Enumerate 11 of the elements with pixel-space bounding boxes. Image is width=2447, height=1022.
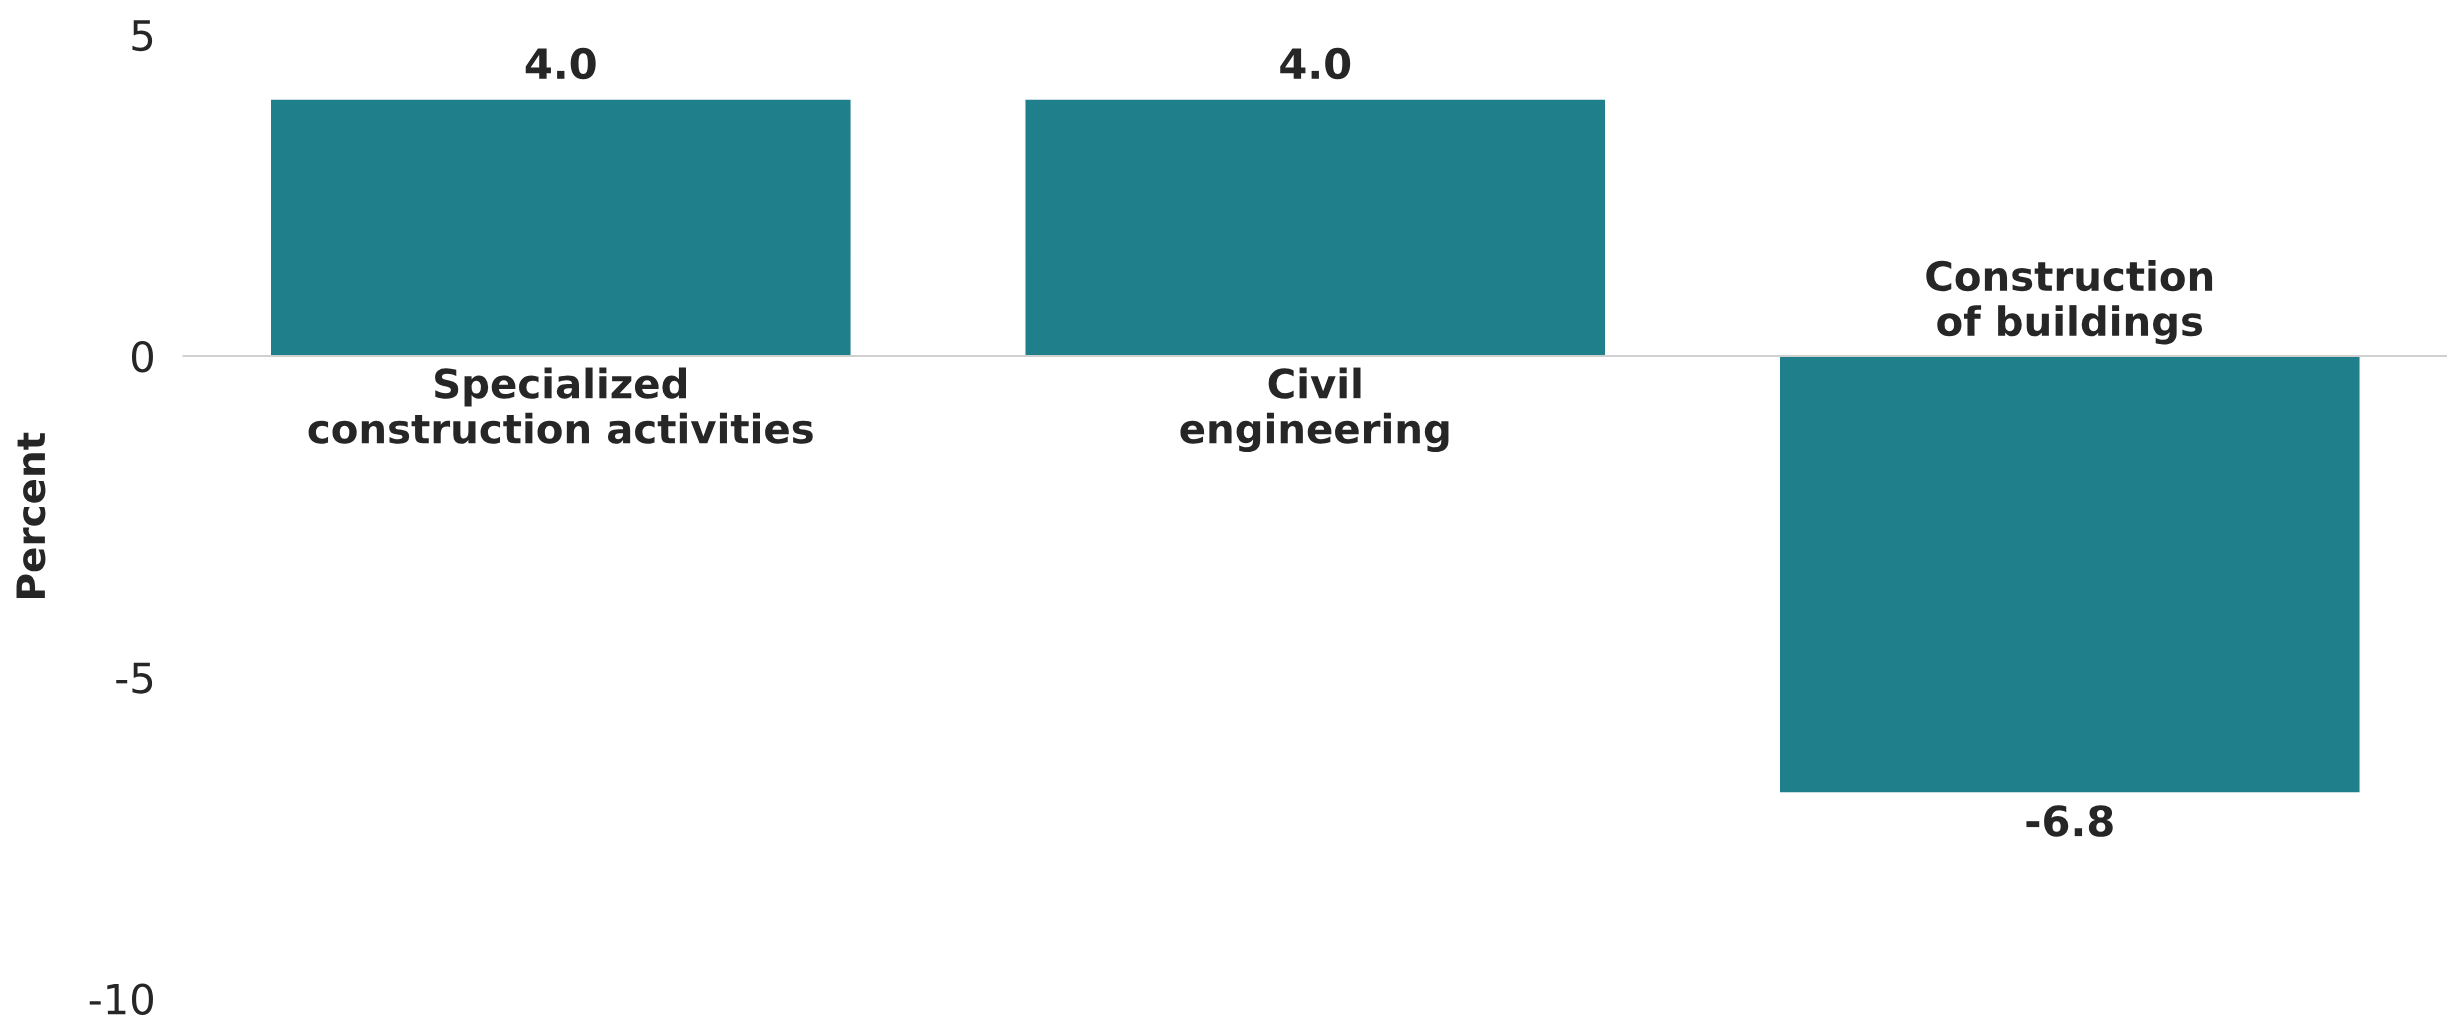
x-tick-label: Civil engineering <box>1180 367 1449 452</box>
x-tick-label: Construction of buildings <box>1926 260 2213 345</box>
y-tick-label: -10 <box>89 983 153 1015</box>
y-tick-label: 5 <box>132 20 153 52</box>
y-tick-label: -5 <box>116 662 153 694</box>
x-tick-label: Specialized construction activities <box>308 367 813 444</box>
data-label: -6.8 <box>2026 805 2113 837</box>
data-label: 4.0 <box>1280 47 1351 80</box>
y-tick-label: 0 <box>131 340 153 373</box>
data-label: 4.0 <box>525 47 596 80</box>
y-axis-title: Percent <box>16 432 46 598</box>
